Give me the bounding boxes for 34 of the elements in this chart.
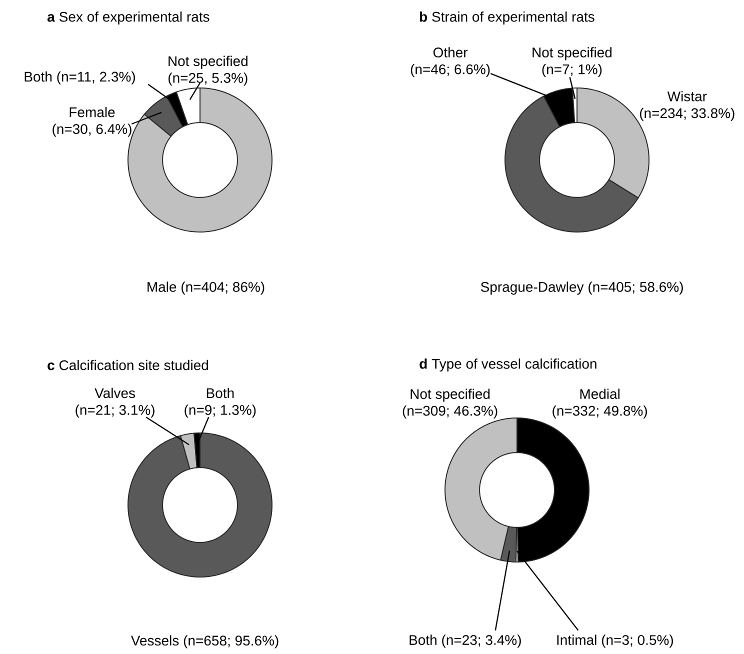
data-label: (n=332; 49.8%) bbox=[552, 405, 647, 419]
slice-label: Male bbox=[148, 282, 176, 292]
data-label: (n=7; 1%) bbox=[542, 64, 602, 77]
data-label: (n=405; 58.6%) bbox=[588, 282, 683, 295]
data-label: (n=11, 2.3%) bbox=[57, 71, 135, 84]
slice-label: Not specified bbox=[168, 56, 248, 69]
data-label: (n=9; 1.3%) bbox=[184, 404, 256, 418]
chart-title: a Sex of experimental rats bbox=[48, 12, 210, 25]
data-label: (n=30, 6.4%) bbox=[52, 124, 132, 137]
data-label: (n=404; 86%) bbox=[182, 282, 264, 295]
slice-label: Both bbox=[24, 71, 52, 82]
data-label: (n=658; 95.6%) bbox=[184, 635, 278, 648]
data-label: (n=309; 46.3%) bbox=[402, 405, 498, 419]
data-label: (n=234; 33.8%) bbox=[640, 108, 734, 121]
chart-title: b Strain of experimental rats bbox=[420, 12, 594, 25]
chart-title: c Calcification site studied bbox=[48, 360, 208, 370]
data-label: (n=3; 0.5%) bbox=[602, 634, 673, 648]
slice-label: Other bbox=[433, 47, 468, 58]
chart-title: d Type of vessel calcification bbox=[420, 358, 596, 372]
slice-label: Valves bbox=[94, 388, 136, 398]
data-label: (n=23; 3.4%) bbox=[442, 634, 521, 648]
slice-label: Sprague-Dawley bbox=[480, 282, 584, 295]
slice-label: Both bbox=[206, 388, 234, 398]
data-label: (n=21; 3.1%) bbox=[76, 404, 154, 418]
slice-label: Wistar bbox=[667, 91, 707, 102]
slice-label: Medial bbox=[580, 388, 620, 399]
slice-label: Female bbox=[70, 106, 115, 118]
slice-label: Not specified bbox=[410, 388, 490, 402]
slice-label: Vessels bbox=[130, 635, 179, 646]
slice-label: Both bbox=[410, 634, 436, 645]
slice-label: Intimal bbox=[557, 634, 596, 645]
data-label: (n=25, 5.3%) bbox=[168, 72, 248, 86]
slice-label: Not specified bbox=[532, 47, 612, 60]
data-label: (n=46; 6.6%) bbox=[410, 64, 490, 77]
